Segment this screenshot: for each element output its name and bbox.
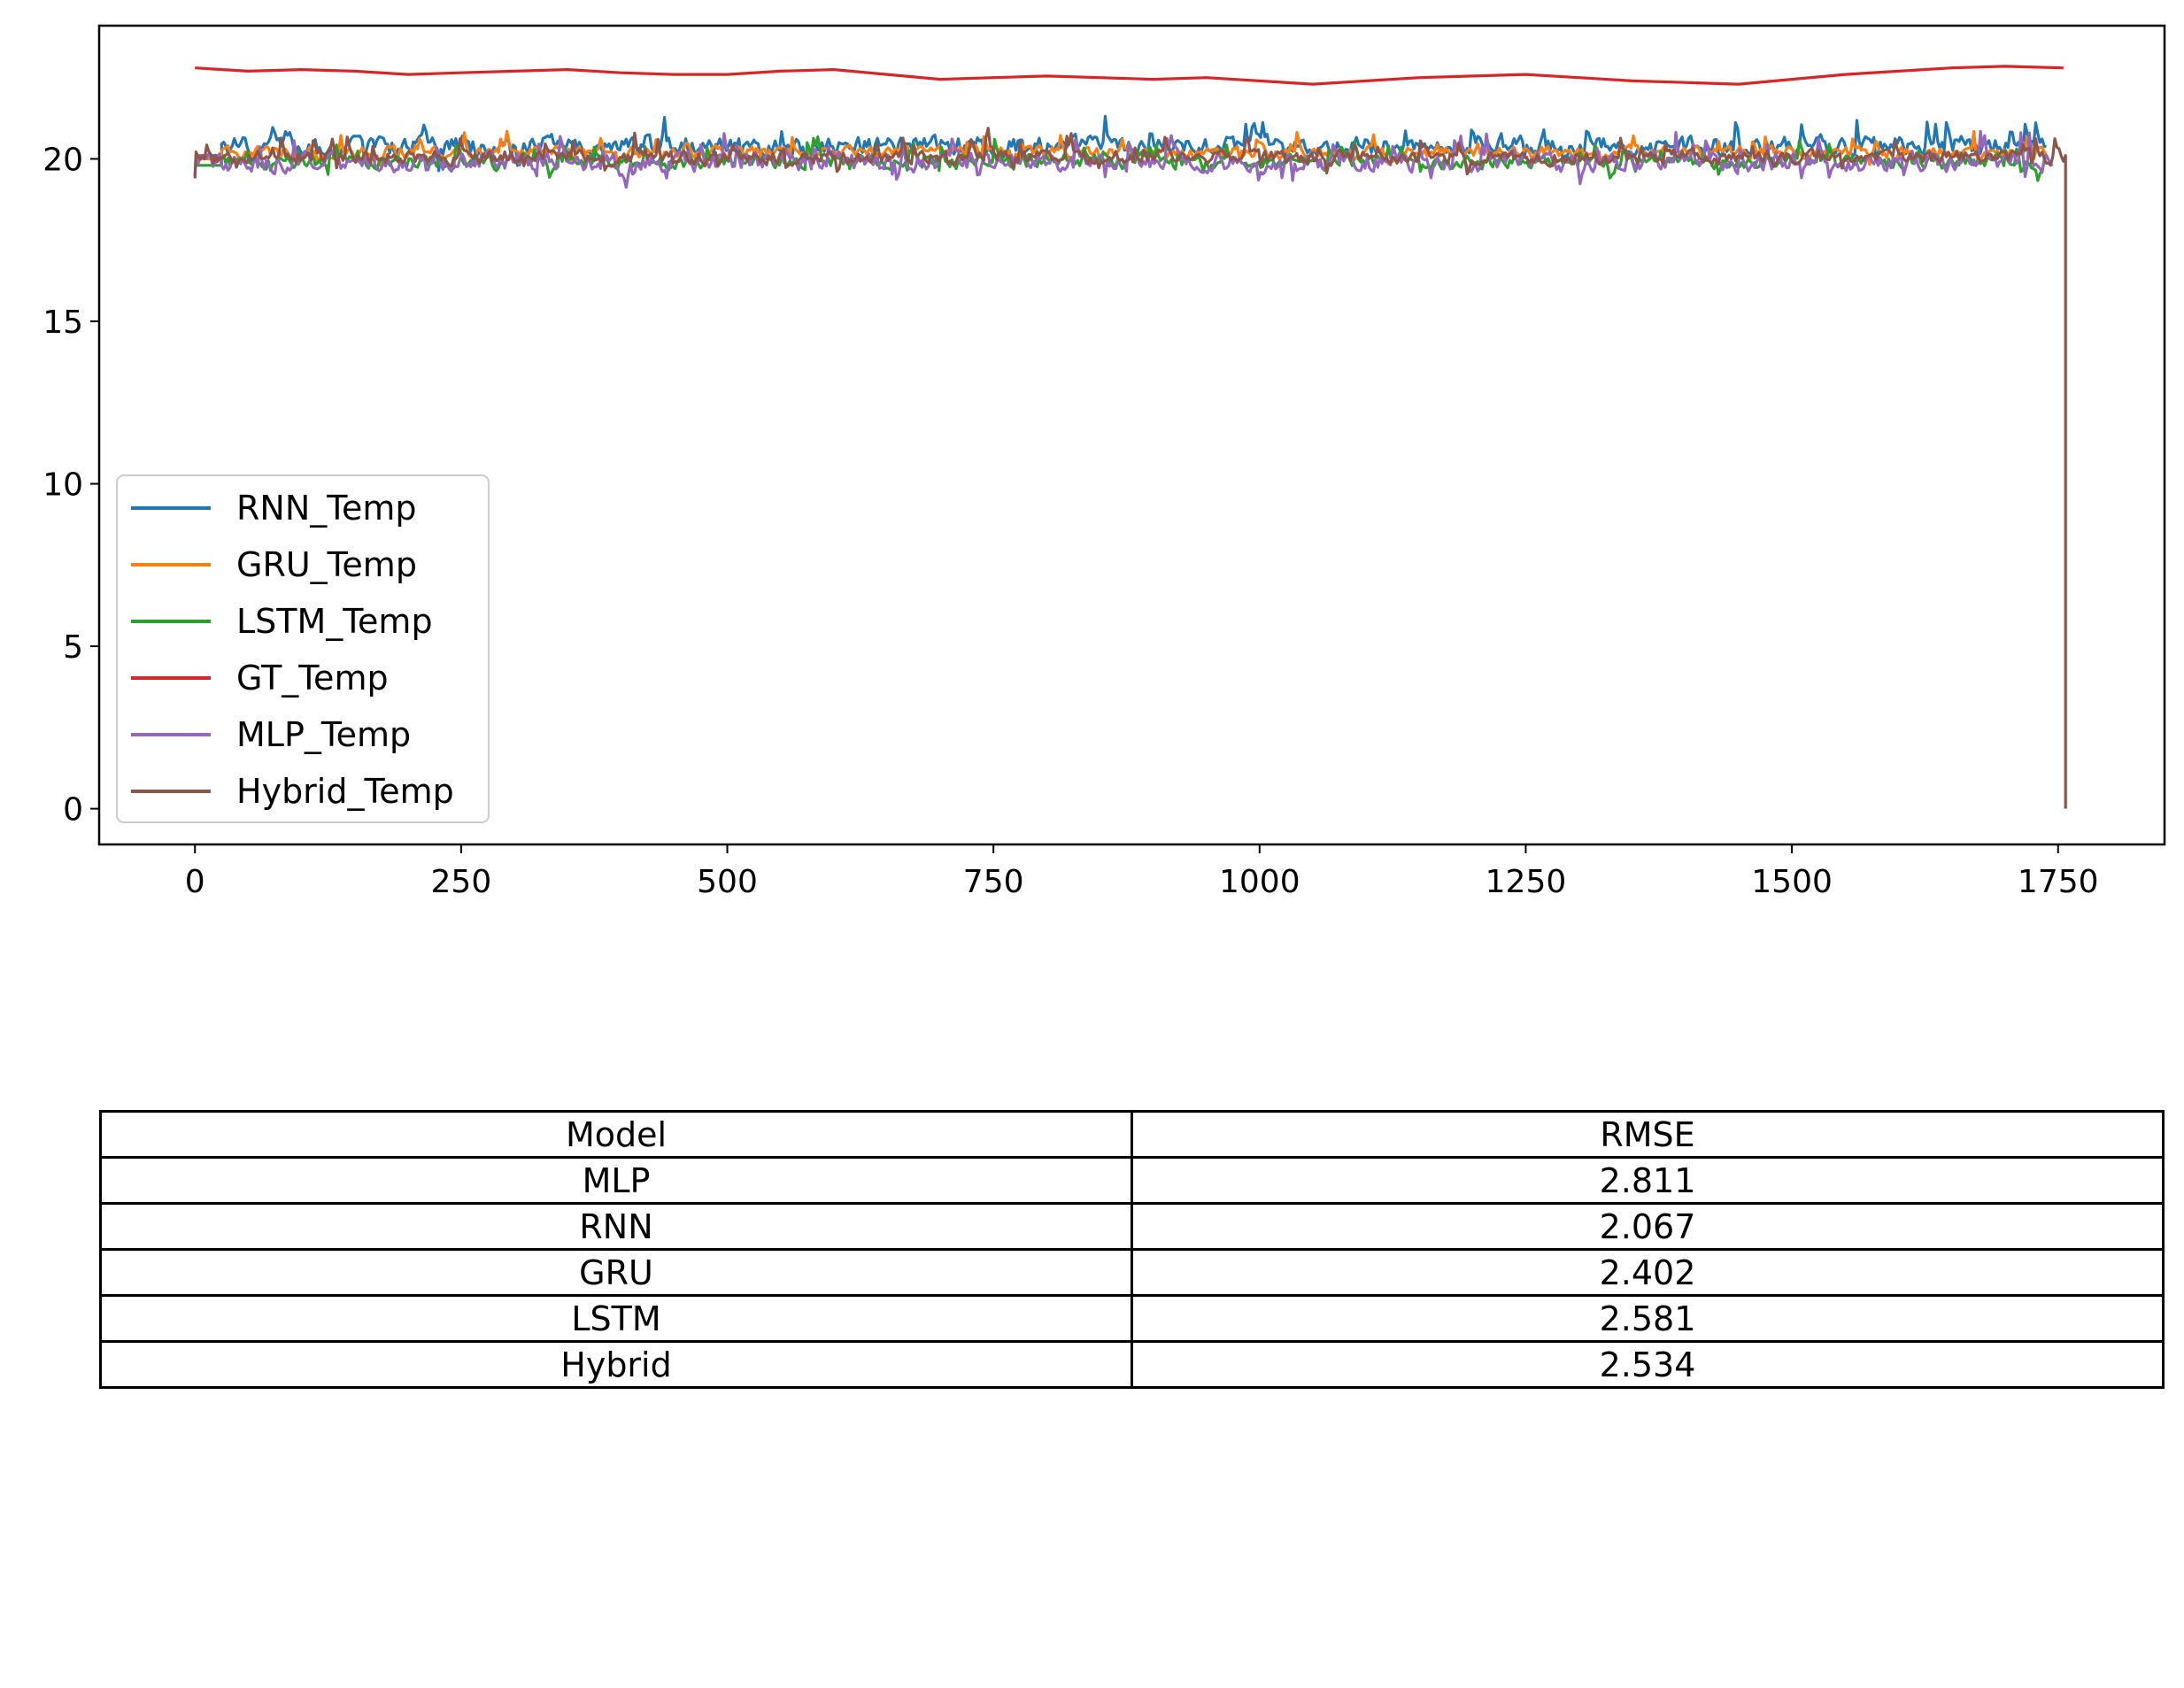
series-line-hybrid-temp	[193, 127, 2067, 809]
column-header-model: Model	[99, 1110, 1133, 1159]
y-tick-label: 20	[42, 142, 83, 178]
x-tick-label: 1750	[2018, 864, 2099, 900]
x-tick-label: 750	[963, 864, 1024, 900]
model-cell: LSTM	[99, 1294, 1133, 1343]
model-cell: MLP	[99, 1156, 1133, 1205]
legend-label-gru-temp: GRU_Temp	[236, 545, 417, 584]
y-tick-label: 0	[63, 792, 83, 829]
column-header-rmse: RMSE	[1131, 1110, 2165, 1159]
table-row: LSTM 2.581	[99, 1294, 2165, 1343]
y-axis: 0 5 10 15 20	[42, 142, 99, 829]
legend-label-rnn-temp: RNN_Temp	[236, 489, 417, 528]
x-tick-label: 1000	[1219, 864, 1300, 900]
x-tick-label: 1500	[1751, 864, 1833, 900]
legend: RNN_Temp GRU_Temp LSTM_Temp GT_Temp MLP_Temp…	[116, 474, 490, 823]
rmse-cell: 2.811	[1131, 1156, 2165, 1205]
rmse-cell: 2.067	[1131, 1202, 2165, 1251]
rmse-cell: 2.534	[1131, 1340, 2165, 1389]
legend-label-mlp-temp: MLP_Temp	[236, 715, 411, 754]
model-cell: Hybrid	[99, 1340, 1133, 1389]
legend-label-lstm-temp: LSTM_Temp	[236, 602, 433, 641]
plot-frame	[97, 24, 2166, 846]
x-axis: 0 250 500 750 1000 1250 1500 1750	[185, 844, 2099, 900]
series-line-gt-temp	[195, 65, 2064, 86]
table-row: RNN 2.067	[99, 1202, 2165, 1251]
legend-label-hybrid-temp: Hybrid_Temp	[236, 772, 454, 811]
rmse-cell: 2.402	[1131, 1248, 2165, 1297]
legend-label-gt-temp: GT_Temp	[236, 659, 389, 698]
table-row: Hybrid 2.534	[99, 1340, 2165, 1389]
x-tick-label: 250	[431, 864, 492, 900]
y-tick-label: 10	[42, 467, 83, 504]
table-header-row: Model RMSE	[99, 1110, 2165, 1159]
model-cell: RNN	[99, 1202, 1133, 1251]
series-lines	[193, 65, 2067, 809]
rmse-table: Model RMSE MLP 2.811 RNN 2.067 GRU 2.402…	[99, 1110, 2165, 1389]
y-tick-label: 5	[63, 629, 83, 666]
y-tick-label: 15	[42, 304, 83, 341]
table-row: MLP 2.811	[99, 1156, 2165, 1205]
x-tick-label: 500	[697, 864, 758, 900]
table-row: GRU 2.402	[99, 1248, 2165, 1297]
rmse-cell: 2.581	[1131, 1294, 2165, 1343]
model-cell: GRU	[99, 1248, 1133, 1297]
x-tick-label: 1250	[1486, 864, 1567, 900]
x-tick-label: 0	[185, 864, 205, 900]
